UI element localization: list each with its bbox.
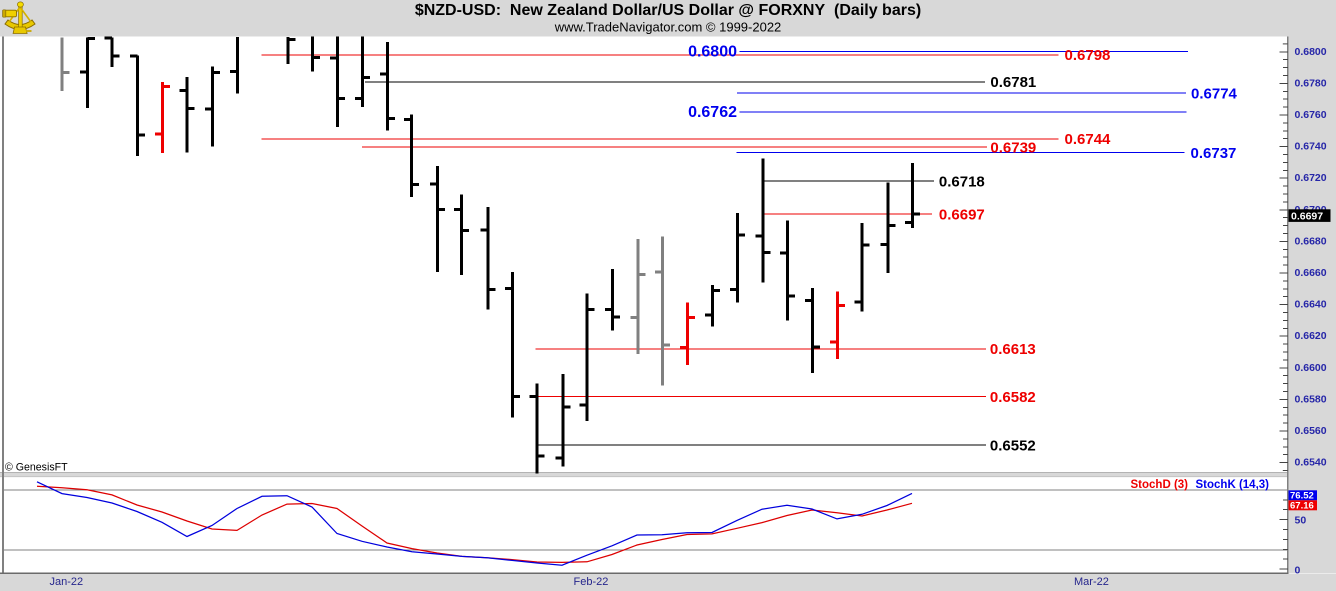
svg-text:0.6774: 0.6774 [1191,85,1238,102]
svg-text:StochD (3): StochD (3) [1131,479,1189,491]
svg-text:0.6540: 0.6540 [1295,457,1327,469]
svg-text:0.6613: 0.6613 [990,341,1036,358]
svg-text:0.6680: 0.6680 [1295,235,1327,247]
svg-text:0.6780: 0.6780 [1295,77,1327,89]
svg-text:0: 0 [1295,564,1301,576]
svg-text:50: 50 [1295,514,1307,526]
svg-text:0.6798: 0.6798 [1065,47,1111,64]
svg-text:0.6781: 0.6781 [990,74,1036,91]
svg-text:0.6737: 0.6737 [1191,145,1237,162]
svg-text:67.16: 67.16 [1290,501,1314,512]
svg-text:0.6762: 0.6762 [688,104,737,121]
svg-text:Mar-22: Mar-22 [1074,576,1109,588]
svg-text:StochK (14,3): StochK (14,3) [1196,479,1270,491]
svg-text:0.6640: 0.6640 [1295,299,1327,311]
svg-text:© GenesisFT: © GenesisFT [5,462,68,474]
svg-text:0.6560: 0.6560 [1295,425,1327,437]
svg-text:0.6697: 0.6697 [1291,210,1323,222]
svg-text:0.6582: 0.6582 [990,389,1036,406]
svg-text:0.6600: 0.6600 [1295,362,1327,374]
svg-text:$NZD-USD: New Zealand Dollar/: $NZD-USD: New Zealand Dollar/US Dollar @… [415,2,921,19]
svg-text:0.6760: 0.6760 [1295,109,1327,121]
svg-text:Jan-22: Jan-22 [50,576,84,588]
svg-text:www.TradeNavigator.com © 1999-: www.TradeNavigator.com © 1999-2022 [554,19,782,34]
svg-text:0.6718: 0.6718 [939,173,985,190]
svg-text:0.6720: 0.6720 [1295,172,1327,184]
svg-text:0.6744: 0.6744 [1065,131,1112,148]
svg-text:0.6800: 0.6800 [688,44,737,61]
svg-text:0.6800: 0.6800 [1295,46,1327,58]
svg-text:0.6552: 0.6552 [990,438,1036,455]
svg-text:0.6697: 0.6697 [939,206,985,223]
svg-text:76.52: 76.52 [1290,491,1314,502]
svg-text:0.6580: 0.6580 [1295,393,1327,405]
svg-text:Feb-22: Feb-22 [574,576,609,588]
svg-text:0.6739: 0.6739 [990,139,1036,156]
svg-text:0.6660: 0.6660 [1295,267,1327,279]
svg-text:0.6620: 0.6620 [1295,330,1327,342]
svg-text:0.6740: 0.6740 [1295,141,1327,153]
